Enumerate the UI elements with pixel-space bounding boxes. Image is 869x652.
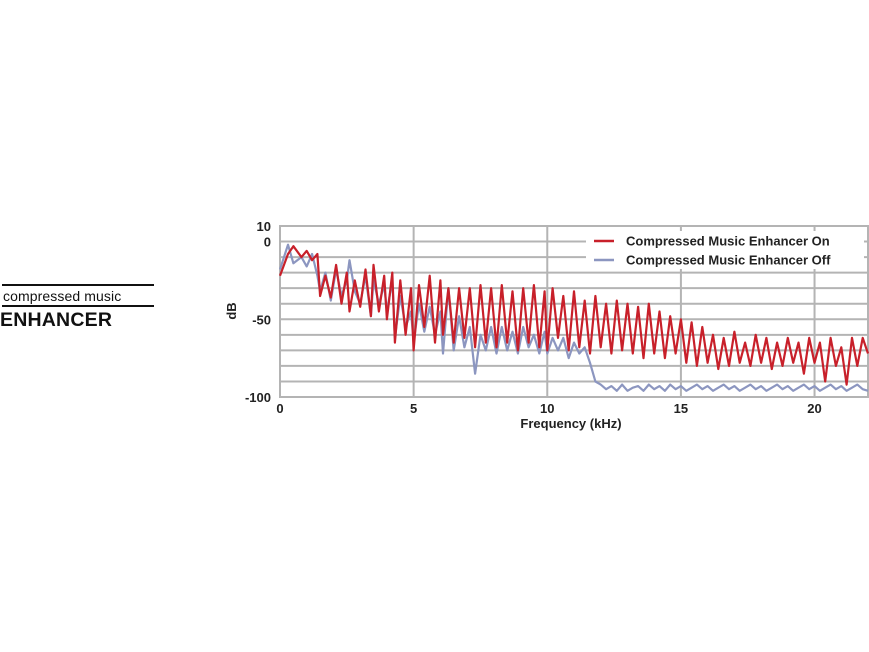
logo-line2: ENHANCER (0, 309, 113, 331)
logo-line1: compressed music (3, 288, 122, 304)
y-tick-label: -50 (252, 312, 271, 327)
legend-label: Compressed Music Enhancer Off (626, 253, 831, 268)
logo-top-rule (2, 284, 154, 286)
y-tick-label: 10 (257, 219, 271, 234)
legend-label: Compressed Music Enhancer On (626, 234, 830, 249)
compressed-music-enhancer-logo: compressed music ENHANCER (0, 284, 160, 331)
y-tick-labels: 100 -50 -100 (245, 219, 271, 405)
x-tick-label: 10 (540, 401, 554, 416)
logo-mid-rule (2, 305, 154, 307)
y-tick-label: -100 (245, 390, 271, 405)
series-lines (278, 243, 869, 392)
x-tick-labels: 0 5 10 15 20 (276, 401, 821, 416)
y-axis-label: dB (224, 302, 239, 319)
legend-box (586, 231, 864, 269)
x-tick-label: 5 (410, 401, 417, 416)
y-tick-label: 0 (264, 235, 271, 250)
legend: Compressed Music Enhancer On Compressed M… (586, 231, 864, 269)
series-line-on (278, 245, 869, 386)
x-tick-label: 0 (276, 401, 283, 416)
x-tick-label: 15 (674, 401, 688, 416)
x-axis-label: Frequency (kHz) (520, 416, 621, 431)
x-tick-label: 20 (807, 401, 821, 416)
